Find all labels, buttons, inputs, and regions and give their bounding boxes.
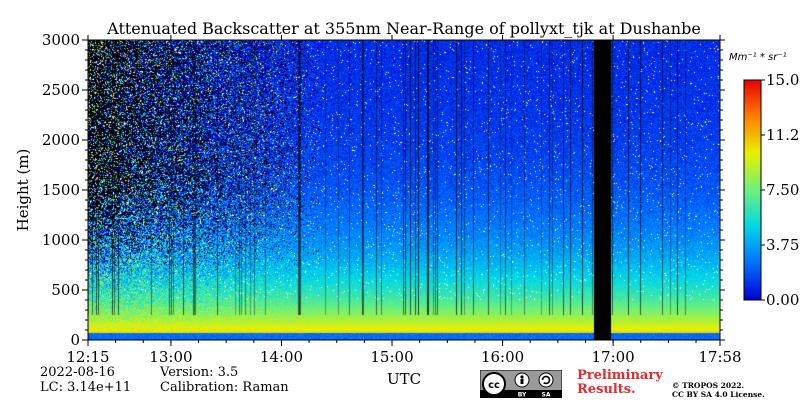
x-tick-label: 15:00	[370, 348, 413, 366]
colorbar: Mm⁻¹ * sr⁻¹ 0.00 3.75 7.50 11.25 15.00	[729, 52, 800, 309]
cc-icon	[482, 372, 506, 396]
x-tick-label: 14:00	[260, 348, 303, 366]
lidar-constant: LC: 3.14e+11	[40, 380, 132, 395]
chart-title: Attenuated Backscatter at 355nm Near-Ran…	[106, 19, 701, 38]
colorbar-unit: Mm⁻¹ * sr⁻¹	[729, 52, 787, 63]
heatmap-image	[88, 40, 720, 340]
colorbar-tick-label: 7.50	[766, 181, 799, 199]
svg-text:cc: cc	[488, 380, 500, 391]
y-tick-label: 3000	[42, 31, 80, 49]
x-tick-label: 17:00	[592, 348, 635, 366]
x-tick-label: 12:15	[66, 348, 109, 366]
y-tick-label: 500	[51, 281, 80, 299]
y-tick-label: 0	[70, 331, 80, 349]
colorbar-tick-label: 15.00	[766, 71, 800, 89]
preliminary-results-note: Preliminary Results.	[577, 368, 663, 397]
y-axis: 0 500 1000 1500 2000 2500 3000	[42, 31, 725, 349]
y-tick-label: 1500	[42, 181, 80, 199]
y-axis-label: Height (m)	[14, 149, 32, 232]
y-tick-label: 2500	[42, 81, 80, 99]
x-axis-label: UTC	[387, 370, 421, 388]
colorbar-tick-label: 3.75	[766, 236, 799, 254]
calibration-method: Calibration: Raman	[160, 380, 289, 395]
x-tick-label: 16:00	[481, 348, 524, 366]
x-tick-label: 13:00	[149, 348, 192, 366]
sa-sharealike-icon	[538, 372, 554, 388]
y-tick-label: 1000	[42, 231, 80, 249]
measurement-date: 2022-08-16	[40, 365, 115, 380]
cc-license-badge: cc BY SA	[480, 370, 562, 398]
svg-text:SA: SA	[542, 392, 551, 399]
processing-version: Version: 3.5	[160, 365, 239, 380]
copyright-notice: © TROPOS 2022. CC BY SA 4.0 License.	[672, 381, 765, 399]
colorbar-tick-label: 11.25	[766, 126, 800, 144]
colorbar-tick-label: 0.00	[766, 291, 799, 309]
colorbar-gradient	[743, 79, 762, 301]
heatmap-area	[88, 40, 720, 340]
svg-text:BY: BY	[518, 392, 527, 399]
x-axis: 12:15 13:00 14:00 15:00 16:00 17:00 17:58	[66, 35, 742, 366]
colorbar-ticks: 0.00 3.75 7.50 11.25 15.00	[761, 71, 800, 309]
x-tick-label: 17:58	[698, 348, 741, 366]
y-tick-label: 2000	[42, 131, 80, 149]
